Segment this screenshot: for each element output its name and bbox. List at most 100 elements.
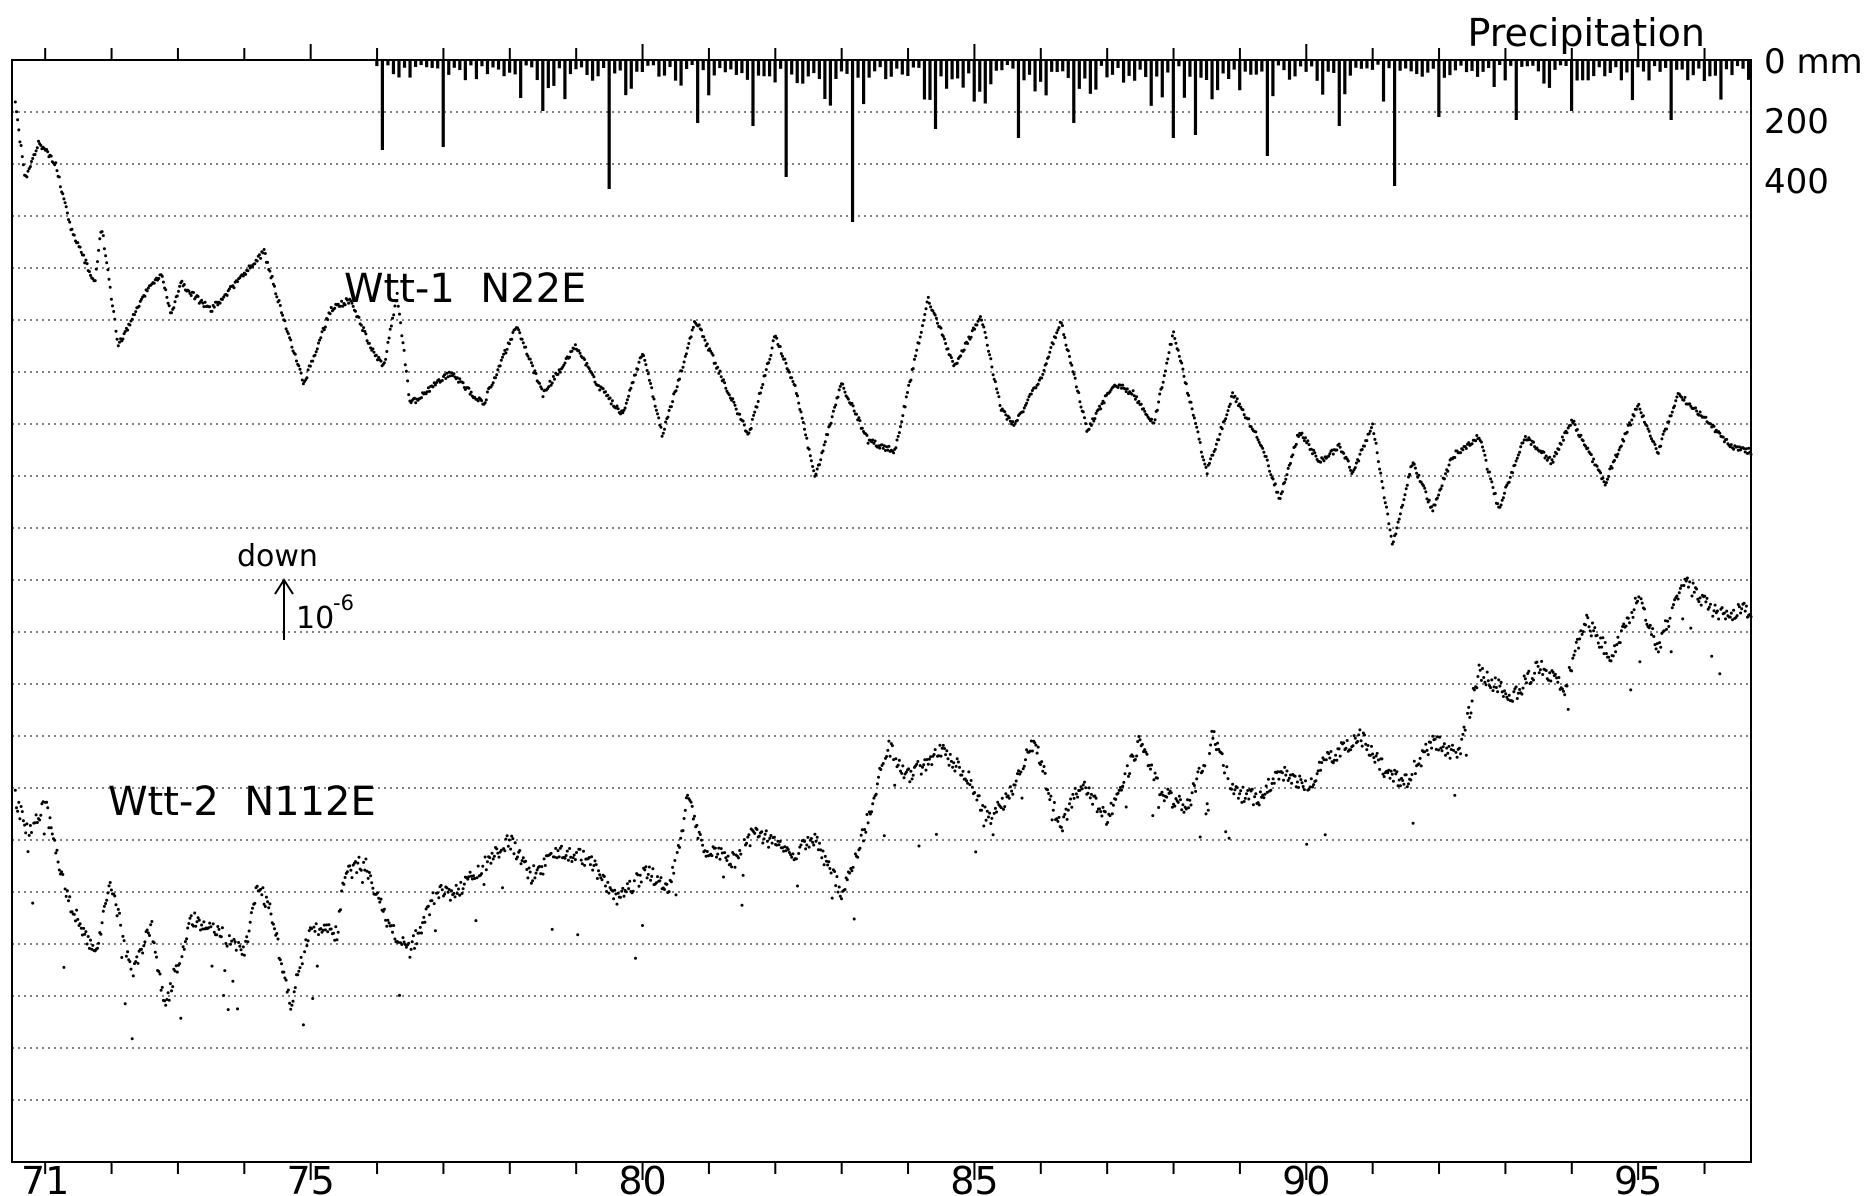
series-1-point (79, 250, 83, 254)
series-1-point (393, 304, 397, 308)
series-1-point (1667, 420, 1671, 424)
series-2-point (1476, 675, 1480, 678)
series-1-point (1071, 370, 1075, 374)
series-1-point (133, 313, 136, 317)
series-1-point (1357, 459, 1361, 463)
series-2-point (849, 867, 853, 870)
series-1-point (407, 393, 411, 397)
series-2-point (527, 866, 531, 870)
series-1-point (1124, 390, 1128, 394)
series-2-point (1728, 615, 1732, 619)
precip-bar (1133, 60, 1137, 81)
series-2-point (1537, 671, 1541, 675)
series-1-point (1402, 498, 1406, 502)
series-1-point (192, 291, 195, 294)
series-2-point (369, 874, 373, 878)
series-2-point (379, 897, 383, 901)
series-2-point (1378, 767, 1382, 771)
series-2-point (1703, 594, 1707, 598)
series-2-point (1600, 645, 1604, 649)
series-2-point (926, 762, 930, 766)
series-1-point (480, 399, 484, 403)
precip-bar (1597, 60, 1601, 68)
series-1-point (1482, 449, 1486, 453)
series-1-point (1499, 503, 1503, 507)
series-2-point (1220, 752, 1224, 756)
series-1-point (1150, 417, 1154, 421)
series-1-point (1503, 491, 1506, 495)
series-1-point (1375, 451, 1379, 455)
series-2-point (178, 962, 182, 966)
precip-bar (983, 60, 987, 104)
series-2-point (796, 884, 799, 888)
series-2-point (391, 930, 394, 934)
series-2-point (638, 873, 642, 877)
series-1-point (305, 376, 309, 380)
series-1-point (993, 380, 997, 384)
series-2-point (746, 835, 750, 839)
series-2-point (195, 920, 199, 924)
series-2-point (359, 868, 363, 872)
series-2-point (1483, 680, 1487, 684)
series-1-point (926, 295, 930, 299)
series-2-point (1315, 772, 1319, 776)
series-1-point (919, 330, 923, 334)
series-2-point (526, 876, 530, 880)
series-2-point (607, 891, 611, 895)
series-2-point (1486, 679, 1490, 683)
series-1-point (1092, 419, 1096, 423)
series-1-point (104, 254, 108, 258)
series-2-point (631, 889, 635, 893)
series-1-point (1157, 400, 1161, 404)
series-1-point (1386, 512, 1390, 516)
series-2-point (747, 833, 751, 837)
series-1-point (1227, 405, 1231, 409)
series-2-point (934, 832, 938, 836)
series-1-point (443, 373, 447, 377)
series-1-point (1637, 402, 1641, 406)
series-1-point (1559, 442, 1563, 446)
series-2-point (1358, 728, 1362, 732)
precip-bar (1636, 60, 1640, 68)
series-2-point (828, 867, 832, 870)
series-1-point (1629, 423, 1633, 427)
series-1-point (1087, 427, 1091, 431)
series-1-point (65, 211, 69, 215)
series-2-point (1622, 622, 1626, 626)
series-1-point (1523, 435, 1527, 438)
series-2-point (897, 758, 901, 762)
series-2-point (1116, 791, 1120, 795)
series-2-point (1401, 779, 1405, 782)
series-2-point (732, 852, 736, 856)
series-1-point (969, 335, 973, 339)
series-2-point (853, 852, 857, 856)
series-2-point (1419, 764, 1423, 768)
series-1-point (1257, 440, 1261, 444)
series-1-point (172, 306, 176, 310)
series-1-point (1196, 430, 1200, 434)
series-2-point (128, 960, 132, 964)
series-2-point (955, 757, 959, 761)
series-2-point (1643, 607, 1646, 611)
series-2-point (521, 856, 525, 860)
series-1-point (1008, 419, 1012, 423)
series-2-point (1000, 796, 1004, 800)
series-1-point (1529, 443, 1533, 446)
series-2-point (1167, 791, 1171, 795)
series-1-point (20, 155, 24, 159)
series-2-point (740, 903, 744, 907)
series-1-point (1204, 465, 1208, 469)
series-2-point (1015, 772, 1019, 776)
series-1-point (1077, 391, 1081, 395)
series-1-point (145, 289, 149, 293)
series-1-point (113, 317, 117, 321)
series-1-point (1189, 400, 1193, 404)
series-2-point (1376, 758, 1380, 762)
series-2-point (1342, 741, 1346, 745)
precip-bar (1581, 60, 1585, 81)
series-2-point (443, 892, 447, 896)
series-1-point (364, 332, 368, 336)
series-1-point (476, 399, 480, 403)
series-2-point (1216, 741, 1220, 745)
series-1-point (1617, 448, 1621, 452)
